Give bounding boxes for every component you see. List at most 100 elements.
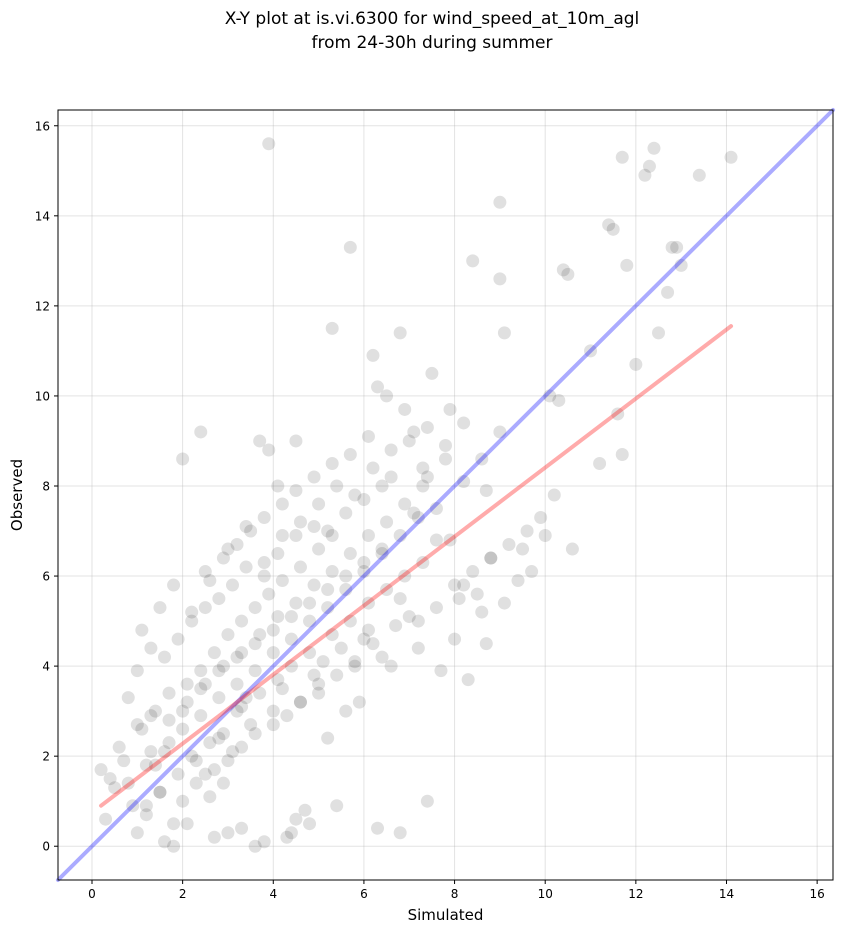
scatter-point: [293, 695, 307, 709]
scatter-point: [130, 718, 144, 732]
scatter-point: [257, 569, 271, 583]
scatter-point: [411, 614, 425, 628]
y-axis-label: Observed: [8, 459, 26, 531]
scatter-point: [94, 763, 108, 777]
scatter-point: [207, 830, 221, 844]
x-tick-label: 6: [360, 887, 368, 901]
scatter-point: [647, 141, 661, 155]
scatter-point: [343, 240, 357, 254]
y-tick-label: 10: [35, 389, 50, 403]
scatter-point: [216, 659, 230, 673]
scatter-point: [429, 533, 443, 547]
y-tick-label: 14: [35, 209, 50, 223]
scatter-point: [366, 637, 380, 651]
scatter-point: [176, 794, 190, 808]
scatter-point: [407, 506, 421, 520]
scatter-point: [661, 285, 675, 299]
scatter-point: [325, 456, 339, 470]
scatter-point: [420, 420, 434, 434]
scatter-point: [361, 596, 375, 610]
scatter-point: [289, 812, 303, 826]
scatter-point: [244, 524, 258, 538]
scatter-point: [293, 515, 307, 529]
scatter-point: [230, 650, 244, 664]
scatter-point: [275, 497, 289, 511]
scatter-point: [180, 817, 194, 831]
scatter-point: [212, 592, 226, 606]
scatter-point: [221, 754, 235, 768]
scatter-point: [121, 776, 135, 790]
scatter-point: [203, 790, 217, 804]
scatter-point: [398, 497, 412, 511]
scatter-point: [457, 474, 471, 488]
scatter-point: [239, 691, 253, 705]
scatter-point: [139, 799, 153, 813]
scatter-point: [620, 258, 634, 272]
scatter-point: [171, 767, 185, 781]
scatter-point: [674, 258, 688, 272]
scatter-point: [130, 664, 144, 678]
scatter-point: [216, 551, 230, 565]
scatter-point: [266, 704, 280, 718]
scatter-point: [298, 803, 312, 817]
scatter-point: [325, 321, 339, 335]
x-tick-label: 10: [538, 887, 553, 901]
scatter-point: [171, 632, 185, 646]
x-tick-label: 14: [719, 887, 734, 901]
scatter-point: [253, 434, 267, 448]
scatter-point: [321, 731, 335, 745]
scatter-point: [429, 601, 443, 615]
scatter-point: [380, 515, 394, 529]
scatter-point: [230, 704, 244, 718]
scatter-point: [303, 596, 317, 610]
scatter-point: [448, 578, 462, 592]
scatter-point: [343, 614, 357, 628]
scatter-point: [375, 479, 389, 493]
scatter-point: [448, 632, 462, 646]
scatter-point: [139, 808, 153, 822]
scatter-point: [615, 447, 629, 461]
scatter-point: [307, 520, 321, 534]
y-tick-label: 2: [42, 750, 50, 764]
scatter-point: [552, 393, 566, 407]
scatter-point: [565, 542, 579, 556]
scatter-point: [230, 677, 244, 691]
x-tick-label: 12: [628, 887, 643, 901]
scatter-point: [307, 578, 321, 592]
scatter-point: [271, 610, 285, 624]
scatter-point: [402, 610, 416, 624]
scatter-point: [357, 632, 371, 646]
scatter-point: [293, 695, 307, 709]
scatter-point: [248, 601, 262, 615]
scatter-point: [511, 574, 525, 588]
scatter-point: [479, 483, 493, 497]
scatter-point: [443, 533, 457, 547]
scatter-point: [484, 551, 498, 565]
scatter-point: [293, 560, 307, 574]
scatter-point: [235, 740, 249, 754]
scatter-point: [547, 488, 561, 502]
scatter-point: [584, 344, 598, 358]
trend-lines: [56, 108, 835, 882]
scatter-point: [497, 596, 511, 610]
scatter-point: [429, 502, 443, 516]
scatter-point: [275, 682, 289, 696]
scatter-point: [284, 659, 298, 673]
scatter-point: [216, 776, 230, 790]
scatter-point: [153, 601, 167, 615]
scatter-point: [216, 727, 230, 741]
scatter-point: [176, 722, 190, 736]
y-tick-label: 16: [35, 119, 50, 133]
scatter-point: [348, 659, 362, 673]
scatter-point: [253, 628, 267, 642]
scatter-point: [144, 709, 158, 723]
scatter-point: [416, 479, 430, 493]
scatter-point: [361, 529, 375, 543]
scatter-point: [556, 263, 570, 277]
scatter-point: [162, 713, 176, 727]
scatter-point: [470, 587, 484, 601]
scatter-point: [126, 799, 140, 813]
scatter-point: [321, 601, 335, 615]
scatter-point: [520, 524, 534, 538]
scatter-point: [393, 826, 407, 840]
